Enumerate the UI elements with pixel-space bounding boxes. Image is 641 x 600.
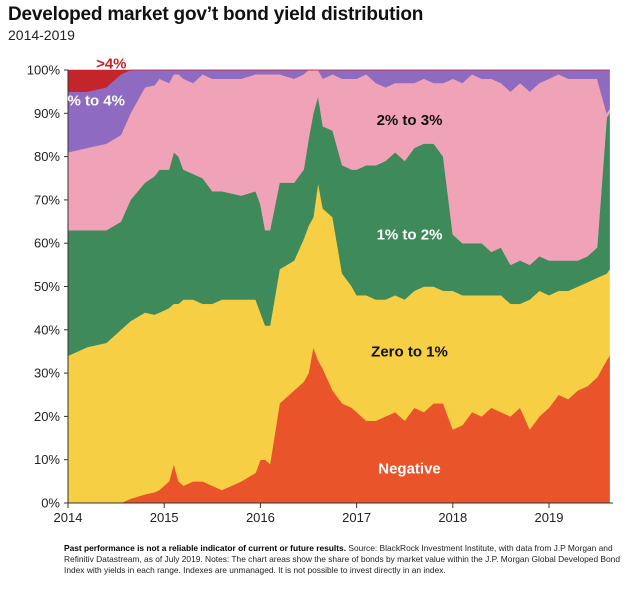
- series-label: 2% to 3%: [377, 112, 443, 129]
- x-tick-label: 2016: [246, 510, 275, 525]
- x-tick-label: 2017: [342, 510, 371, 525]
- x-tick-label: 2015: [150, 510, 179, 525]
- x-tick-label: 2014: [54, 510, 83, 525]
- area-4: [67, 69, 610, 92]
- y-tick-label: 20%: [34, 409, 60, 424]
- footnote-disclaimer: Past performance is not a reliable indic…: [64, 543, 347, 553]
- y-tick-label: 0%: [41, 496, 60, 511]
- series-label: Negative: [378, 460, 441, 477]
- y-tick-label: 30%: [34, 366, 60, 381]
- stacked-area-chart: 0% 10% 20% 30% 40% 50% 60% 70% 80% 90% 100% 2014 201…: [27, 56, 613, 525]
- y-tick-label: 10%: [34, 452, 60, 467]
- series-label: 3% to 4%: [59, 92, 125, 109]
- y-tick-label: 40%: [34, 322, 60, 337]
- series-label: 1% to 2%: [377, 227, 443, 244]
- y-tick-label: 50%: [34, 279, 60, 294]
- footnote: Past performance is not a reliable indic…: [64, 543, 624, 576]
- series-label: Zero to 1%: [371, 343, 448, 360]
- x-tick-label: 2019: [535, 510, 564, 525]
- y-tick-label: 60%: [34, 236, 60, 251]
- x-tick-label: 2018: [438, 510, 467, 525]
- footnote-source: Source: BlackRock Investment Institute, …: [64, 543, 620, 575]
- y-tick-label: 90%: [34, 106, 60, 121]
- chart-subtitle: 2014-2019: [8, 27, 75, 43]
- chart-title: Developed market gov’t bond yield distri…: [8, 4, 424, 25]
- y-tick-label: 100%: [27, 63, 61, 78]
- y-tick-label: 70%: [34, 192, 60, 207]
- series-label: >4%: [96, 56, 126, 73]
- y-tick-label: 80%: [34, 149, 60, 164]
